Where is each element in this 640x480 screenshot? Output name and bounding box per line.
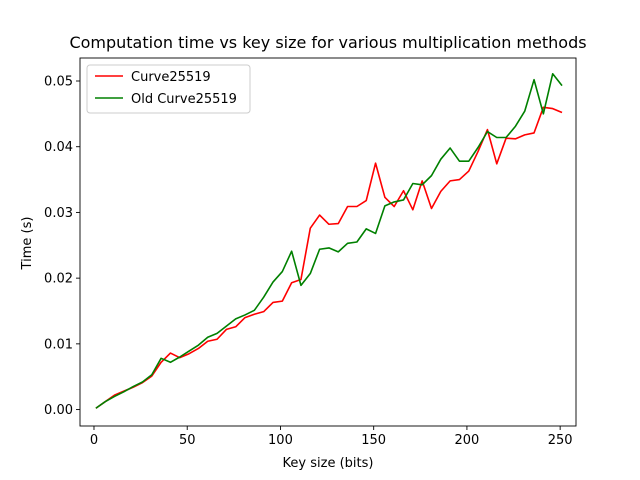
plot-area	[80, 58, 576, 426]
y-tick-label: 0.04	[44, 140, 73, 155]
x-tick-label: 200	[455, 433, 480, 448]
x-tick-label: 0	[90, 433, 98, 448]
axes-frame	[79, 57, 577, 427]
y-tick-label: 0.01	[44, 337, 73, 352]
legend-label: Curve25519	[131, 70, 211, 85]
y-tick-label: 0.02	[44, 272, 73, 287]
y-axis-label: Time (s)	[20, 217, 35, 271]
y-tick-label: 0.05	[44, 75, 73, 90]
legend-box	[86, 64, 251, 114]
y-tick-label: 0.00	[44, 403, 73, 418]
x-tick-label: 100	[268, 433, 293, 448]
x-tick-label: 150	[361, 433, 386, 448]
plot-background	[80, 58, 576, 426]
x-axis-label: Key size (bits)	[283, 456, 374, 471]
legend: Curve25519 Old Curve25519	[86, 64, 251, 114]
legend-label: Old Curve25519	[131, 92, 237, 107]
x-tick-label: 250	[548, 433, 573, 448]
y-tick-label: 0.03	[44, 206, 73, 221]
chart-title: Computation time vs key size for various…	[69, 33, 586, 52]
series-layer	[95, 72, 563, 409]
series-line-old-curve25519	[95, 72, 563, 409]
x-tick-label: 50	[179, 433, 196, 448]
axes-layer: 0 50 100 150 200 250 0.00 0.01 0.02 0.03 0.04 0.05	[44, 57, 577, 448]
